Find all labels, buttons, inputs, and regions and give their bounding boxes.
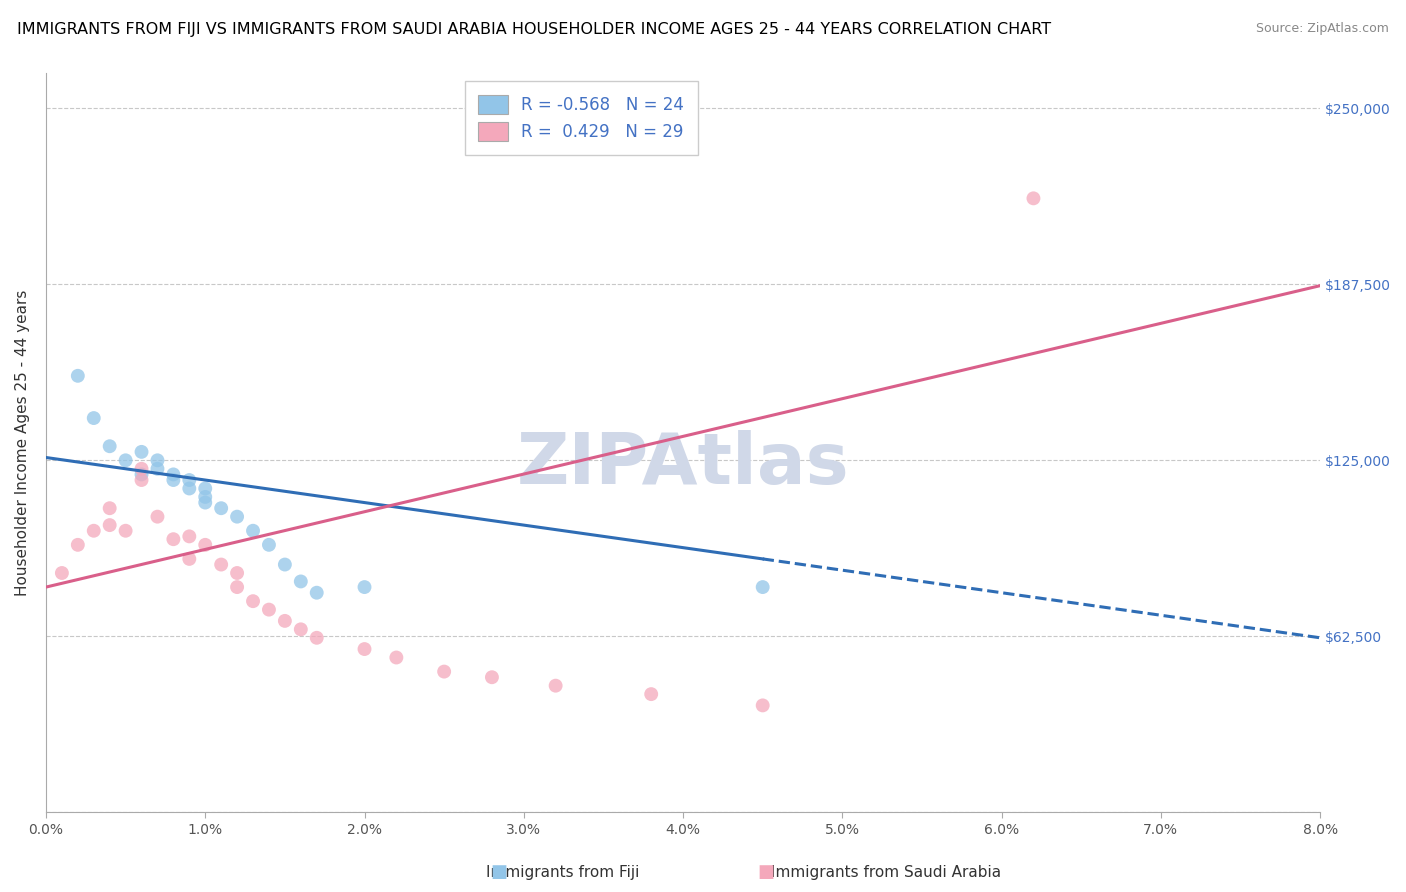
Point (481, 670, 503, 684)
Point (305, 585, 328, 599)
Text: Immigrants from Saudi Arabia: Immigrants from Saudi Arabia (770, 865, 1001, 880)
Point (131, 445, 153, 459)
Point (257, 602, 280, 616)
Point (751, 580, 773, 594)
Legend: R = -0.568   N = 24, R =  0.429   N = 29: R = -0.568 N = 24, R = 0.429 N = 29 (465, 81, 697, 155)
Point (353, 580, 375, 594)
Point (226, 566, 249, 580)
Point (146, 509, 169, 524)
Point (98, 518, 121, 533)
Point (242, 524, 264, 538)
Point (226, 580, 249, 594)
Y-axis label: Householder Income Ages 25 - 44 years: Householder Income Ages 25 - 44 years (15, 290, 30, 596)
Point (751, 698, 773, 713)
Point (433, 665, 456, 679)
Text: ■: ■ (758, 863, 775, 881)
Text: Immigrants from Fiji: Immigrants from Fiji (485, 865, 640, 880)
Point (194, 495, 217, 509)
Point (131, 473, 153, 487)
Point (162, 467, 184, 482)
Point (242, 594, 264, 608)
Point (194, 490, 217, 504)
Point (274, 558, 297, 572)
Text: IMMIGRANTS FROM FIJI VS IMMIGRANTS FROM SAUDI ARABIA HOUSEHOLDER INCOME AGES 25 : IMMIGRANTS FROM FIJI VS IMMIGRANTS FROM … (17, 22, 1052, 37)
Point (114, 524, 136, 538)
Point (305, 631, 328, 645)
Point (1022, 191, 1045, 205)
Point (544, 679, 567, 693)
Point (146, 453, 169, 467)
Point (290, 574, 312, 589)
Point (194, 482, 217, 496)
Point (209, 558, 232, 572)
Point (179, 552, 201, 566)
Point (131, 462, 153, 476)
Point (290, 623, 312, 637)
Point (257, 538, 280, 552)
Point (179, 473, 201, 487)
Point (66, 538, 89, 552)
Point (83, 524, 105, 538)
Point (98, 439, 121, 453)
Point (162, 532, 184, 546)
Point (114, 453, 136, 467)
Point (98, 501, 121, 516)
Text: Source: ZipAtlas.com: Source: ZipAtlas.com (1256, 22, 1389, 36)
Text: ■: ■ (491, 863, 508, 881)
Text: ZIPAtlas: ZIPAtlas (517, 431, 849, 500)
Point (179, 482, 201, 496)
Point (274, 614, 297, 628)
Point (51, 566, 73, 580)
Point (83, 411, 105, 425)
Point (162, 473, 184, 487)
Point (194, 538, 217, 552)
Point (146, 462, 169, 476)
Point (66, 368, 89, 383)
Point (385, 650, 408, 665)
Point (179, 529, 201, 543)
Point (131, 467, 153, 482)
Point (226, 509, 249, 524)
Point (640, 687, 662, 701)
Point (209, 501, 232, 516)
Point (353, 642, 375, 657)
